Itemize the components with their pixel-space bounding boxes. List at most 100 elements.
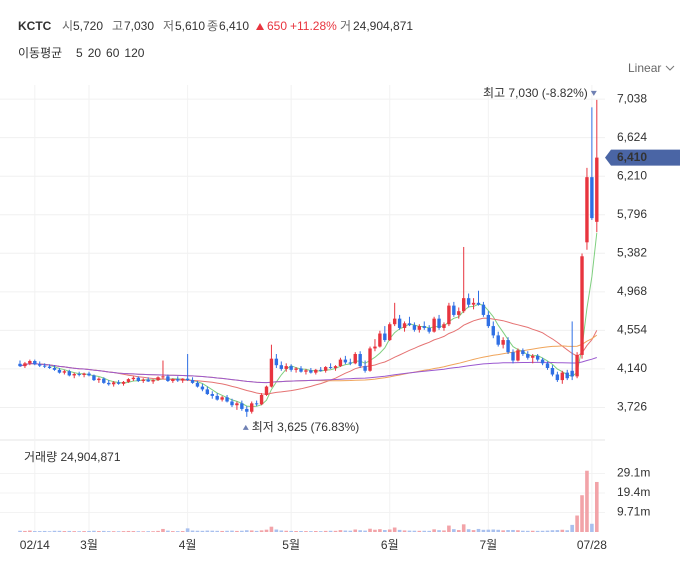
high-value: 7,030 <box>124 19 154 33</box>
candle-body <box>491 326 495 336</box>
candle-body <box>511 352 515 361</box>
candle-body <box>560 372 564 381</box>
volume-bar <box>427 530 431 532</box>
volume-bar <box>254 530 259 532</box>
volume-bar <box>72 531 77 532</box>
volume-bar <box>309 531 313 532</box>
candle-body <box>136 377 141 382</box>
volume-bar <box>52 530 57 532</box>
volume-bar <box>452 529 456 532</box>
candle-body <box>471 302 476 305</box>
candle-body <box>422 326 426 328</box>
candle-body <box>126 379 131 382</box>
volume-bar <box>422 530 427 532</box>
candle-body <box>225 397 229 402</box>
candle-body <box>388 324 392 341</box>
volume-bar <box>402 530 407 532</box>
volume-bar <box>175 531 180 532</box>
candle-body <box>156 377 160 381</box>
volume-bar <box>397 529 402 532</box>
volume-bar <box>190 530 195 532</box>
volume-bar <box>525 530 530 532</box>
volume-bar <box>284 530 289 532</box>
volume-bar <box>171 531 175 532</box>
volume-bar <box>530 530 535 532</box>
volume-bar <box>289 530 293 532</box>
ma-line <box>19 317 598 395</box>
candle-body <box>77 374 81 376</box>
volume-bar <box>353 529 358 532</box>
y-tick-label: 6,624 <box>617 130 647 144</box>
volume-bar <box>77 531 81 532</box>
volume-bar <box>412 530 417 532</box>
volume-bar <box>121 531 126 532</box>
candle-body <box>274 358 279 366</box>
candle-body <box>180 378 185 381</box>
candle-body <box>314 369 318 373</box>
volume-bar <box>230 530 234 532</box>
volume-bar <box>136 531 141 532</box>
candle-body <box>18 363 22 367</box>
open-value: 5,720 <box>73 19 103 33</box>
volume-bar <box>595 481 599 532</box>
volume-bar <box>151 531 155 532</box>
low-value: 5,610 <box>175 19 205 33</box>
volume-bar <box>210 530 215 532</box>
volume-tick-label: 19.4m <box>617 485 650 499</box>
ma-legend: 120 <box>124 46 144 60</box>
candle-body <box>195 382 200 387</box>
volume-bar <box>550 530 555 532</box>
volume-bar <box>486 529 491 532</box>
low-label: 저 <box>163 19 174 33</box>
volume-bar <box>57 530 62 532</box>
volume-bar <box>141 531 146 532</box>
volume-bar <box>28 530 32 532</box>
ma-title: 이동평균 <box>18 46 62 60</box>
candle-body <box>82 373 86 375</box>
candle-body <box>348 362 353 364</box>
volume-bar <box>378 529 382 532</box>
candle-body <box>383 333 387 341</box>
candle-body <box>259 394 264 405</box>
candle-body <box>87 373 91 376</box>
volume-bar <box>279 530 284 532</box>
volume-bar <box>116 531 121 532</box>
high-annotation: 최고 7,030 (-8.82%) <box>483 86 588 100</box>
candle-body <box>67 371 71 376</box>
candle-body <box>304 370 308 372</box>
volume-bar <box>471 530 476 532</box>
volume-bar <box>392 527 397 532</box>
volume-bar <box>318 531 323 532</box>
candle-body <box>151 380 155 382</box>
candle-body <box>570 370 574 377</box>
candle-body <box>338 359 343 367</box>
candle-body <box>378 333 382 347</box>
volume-value: 24,904,871 <box>353 19 413 33</box>
low-annotation: 최저 3,625 (76.83%) <box>252 420 359 434</box>
volume-bar <box>373 529 377 532</box>
candle-body <box>442 324 446 328</box>
volume-bar <box>545 530 550 532</box>
candle-body <box>343 359 348 363</box>
scale-caret[interactable] <box>665 65 675 71</box>
candle-body <box>294 368 298 370</box>
y-tick-label: 7,038 <box>617 91 647 105</box>
volume-bar <box>200 530 205 532</box>
candle-body <box>531 355 535 358</box>
x-tick-label: 3월 <box>80 538 98 552</box>
volume-bar <box>333 530 338 532</box>
candle-body <box>131 377 136 380</box>
candle-body <box>358 354 362 367</box>
candle-body <box>595 157 599 222</box>
candle-body <box>57 369 62 373</box>
volume-bar <box>225 530 229 532</box>
candle-body <box>535 355 540 360</box>
scale-button[interactable]: Linear <box>628 61 661 75</box>
volume-bar <box>235 530 239 532</box>
volume-bar <box>417 530 422 532</box>
y-tick-label: 4,554 <box>617 323 647 337</box>
candle-body <box>447 305 451 325</box>
candle-body <box>171 379 175 382</box>
volume-bar <box>32 531 37 532</box>
candle-body <box>240 403 244 409</box>
